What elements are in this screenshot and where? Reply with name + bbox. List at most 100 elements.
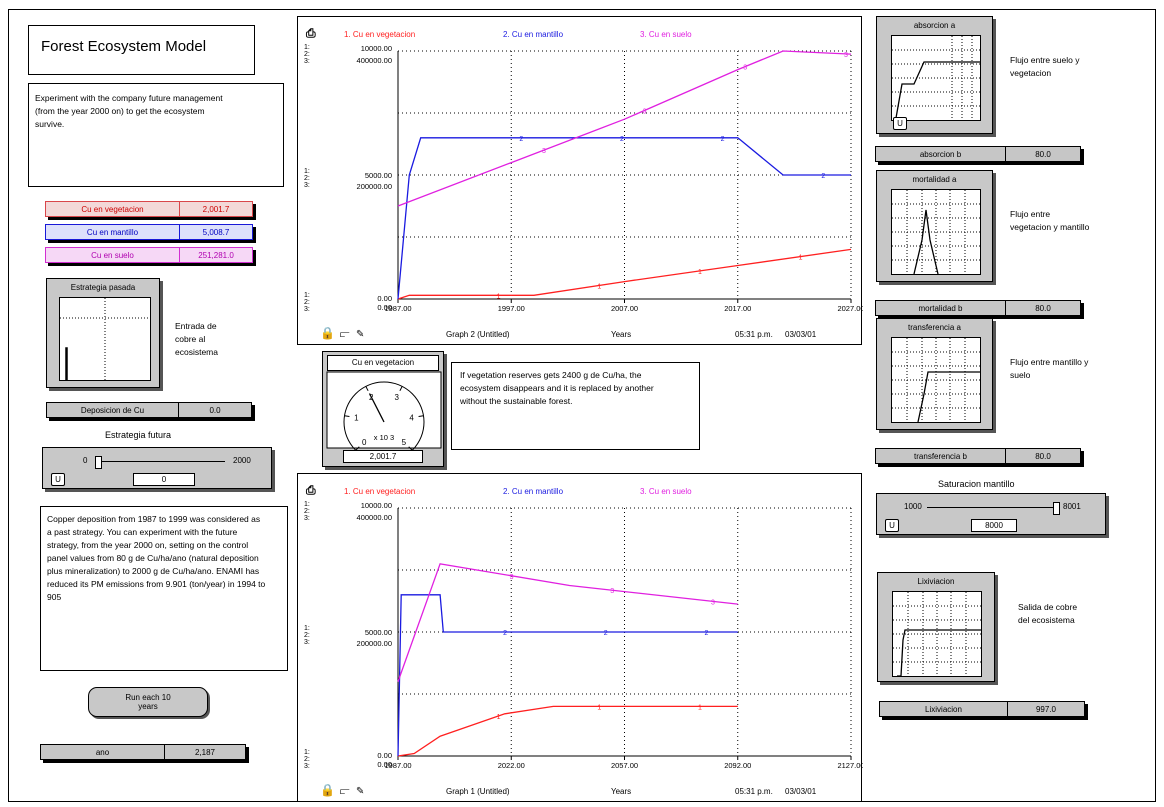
- stock-value: 2,001.7: [202, 204, 230, 214]
- y-label-bottom: 0.00: [377, 751, 392, 760]
- series-line-1: [397, 705, 738, 757]
- saturacion-label: Saturacion mantillo: [938, 479, 1015, 489]
- y-label-top-veg: 10000.00: [361, 501, 392, 510]
- legend-entry: 1. Cu en vegetacion: [344, 487, 415, 496]
- graph-input-area[interactable]: [892, 591, 982, 677]
- series-marker: 1: [698, 269, 702, 276]
- slider-value-box[interactable]: 8000: [971, 519, 1017, 532]
- page-title: Forest Ecosystem Model: [41, 38, 207, 55]
- estrategia-futura-slider-panel: 0 2000 U 0: [42, 447, 272, 489]
- panel-title: Lixiviacion: [917, 577, 955, 586]
- gauge-tick: [418, 415, 424, 418]
- axis-series-marker: 3:: [304, 306, 310, 313]
- unlock-button[interactable]: U: [893, 117, 907, 130]
- legend-entry: 2. Cu en mantillo: [503, 487, 564, 496]
- slider-track[interactable]: [927, 507, 1057, 508]
- run-button[interactable]: Run each 10 years: [88, 687, 208, 717]
- axis-series-marker: 3:: [304, 58, 310, 65]
- stock-label: Cu en vegetacion: [46, 202, 180, 216]
- flow-value: 80.0: [1035, 451, 1051, 461]
- axis-series-marker: 2:: [304, 51, 310, 58]
- graph-input-area[interactable]: [891, 35, 981, 121]
- flow-panel[interactable]: absorcion a U: [876, 16, 993, 134]
- flow-graph: [892, 190, 980, 275]
- gauge-tick-label: 0: [362, 438, 367, 447]
- series-line-3: [397, 50, 852, 207]
- pencil-icon: ✎: [356, 786, 364, 797]
- x-tick-label: 1997.00: [498, 304, 525, 313]
- lixiviacion-display: Lixiviacion 997.0: [879, 701, 1085, 717]
- flow-panel[interactable]: transferencia a: [876, 318, 993, 430]
- flow-label: transferencia b: [876, 449, 1006, 463]
- flow-panel[interactable]: mortalidad a: [876, 170, 993, 282]
- pin-icon: ⫍: [340, 786, 350, 796]
- x-tick-label: 2022.00: [498, 761, 525, 770]
- gauge-panel: Cu en vegetacion 012345x 10 3 2,001.7: [322, 351, 444, 467]
- series-line-2: [397, 594, 738, 757]
- series-marker: 3: [743, 65, 747, 72]
- gauge-tick: [365, 386, 369, 392]
- series-marker: 2: [519, 136, 523, 143]
- legend-entry: 1. Cu en vegetacion: [344, 30, 415, 39]
- graph-input-area[interactable]: [59, 297, 151, 381]
- stock-label: Cu en suelo: [46, 248, 180, 262]
- stock-display-suelo: Cu en suelo 251,281.0: [45, 247, 253, 263]
- print-icon: ⎙: [305, 483, 316, 497]
- axis-series-marker: 2:: [304, 175, 310, 182]
- stock-label: Cu en mantillo: [46, 225, 180, 239]
- x-tick-label: 2127.00: [837, 761, 863, 770]
- gauge-needle: [368, 393, 385, 423]
- panel-title: transferencia a: [908, 323, 961, 332]
- saturacion-slider-panel: 1000 8001 U 8000: [876, 493, 1106, 535]
- slider-max: 2000: [233, 456, 251, 465]
- slider-handle[interactable]: [95, 456, 102, 469]
- flow-label: mortalidad b: [876, 301, 1006, 315]
- note-text: Copper deposition from 1987 to 1999 was …: [47, 514, 266, 602]
- gauge-multiplier: x 10 3: [374, 433, 394, 442]
- lixiviacion-panel[interactable]: Lixiviacion: [877, 572, 995, 682]
- series-marker: 2: [704, 630, 708, 637]
- graph-input-area[interactable]: [891, 189, 981, 275]
- x-tick-label: 2017.00: [724, 304, 751, 313]
- intro-text: Experiment with the company future manag…: [35, 93, 223, 129]
- stock-value: 5,008.7: [202, 227, 230, 237]
- graph-date: 03/03/01: [785, 787, 817, 796]
- flow-graph: [892, 36, 980, 120]
- flow-label: absorcion b: [876, 147, 1006, 161]
- graph-time: 05:31 p.m.: [735, 330, 773, 339]
- unlock-button[interactable]: U: [885, 519, 899, 532]
- slider-value-box[interactable]: 0: [133, 473, 195, 486]
- estrategia-pasada-graph: [60, 298, 150, 380]
- series-marker: 3: [711, 599, 715, 606]
- slider-track[interactable]: [95, 461, 225, 462]
- print-icon: ⎙: [305, 26, 316, 40]
- stock-value: 251,281.0: [198, 250, 234, 260]
- axis-series-marker: 2:: [304, 299, 310, 306]
- panel-title: absorcion a: [913, 21, 956, 30]
- graph-input-area[interactable]: [891, 337, 981, 423]
- stock-display-vegetacion: Cu en vegetacion 2,001.7: [45, 201, 253, 217]
- y-label-bottom: 0.00: [377, 294, 392, 303]
- axis-series-marker: 2:: [304, 756, 310, 763]
- axis-series-marker: 1:: [304, 168, 310, 175]
- axis-series-marker: 1:: [304, 501, 310, 508]
- gauge-tick: [399, 386, 403, 392]
- lock-icon: 🔒: [320, 783, 335, 797]
- unlock-button[interactable]: U: [51, 473, 65, 486]
- series-marker: 2: [821, 173, 825, 180]
- note-text-box: Copper deposition from 1987 to 1999 was …: [40, 506, 288, 671]
- estrategia-pasada-panel[interactable]: Estrategia pasada: [46, 278, 160, 388]
- slider-handle[interactable]: [1053, 502, 1060, 515]
- y-label-mid-veg: 5000.00: [365, 171, 392, 180]
- graph-time: 05:31 p.m.: [735, 787, 773, 796]
- graph2-svg: ⎙ 1. Cu en vegetacion 2. Cu en mantillo 3. …: [304, 26, 865, 340]
- series-marker: 2: [721, 136, 725, 143]
- estrategia-pasada-desc: Entrada de cobre al ecosistema: [175, 321, 218, 357]
- graph-unit: Years: [611, 787, 631, 796]
- graph1-panel: ⎙ 1. Cu en vegetacion 2. Cu en mantillo 3. …: [297, 473, 865, 802]
- series-marker: 3: [610, 588, 614, 595]
- x-tick-label: 2057.00: [611, 761, 638, 770]
- axis-series-marker: 3:: [304, 639, 310, 646]
- series-marker: 2: [503, 630, 507, 637]
- slider-min: 0: [83, 456, 88, 465]
